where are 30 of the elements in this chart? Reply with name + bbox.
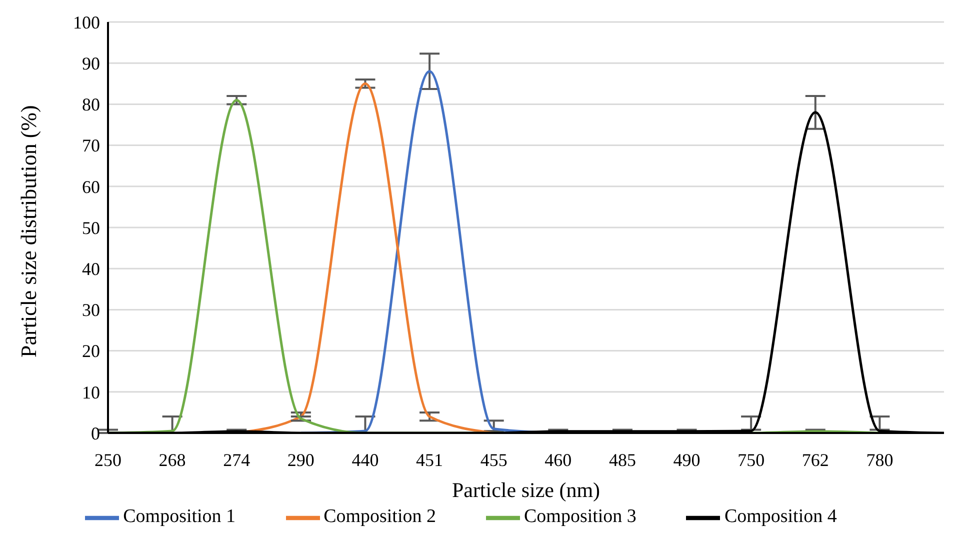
x-tick-label: 762 — [802, 450, 829, 470]
y-tick-label: 90 — [82, 53, 100, 74]
legend-label: Composition 1 — [123, 506, 236, 528]
y-tick-label: 30 — [82, 300, 100, 320]
x-tick-label: 490 — [673, 450, 700, 470]
legend-label: Composition 2 — [324, 506, 436, 528]
x-tick-label: 460 — [544, 450, 572, 470]
y-tick-label: 10 — [82, 382, 100, 402]
x-axis-title: Particle size (nm) — [452, 478, 600, 502]
y-tick-label: 0 — [91, 423, 100, 444]
x-tick-label: 485 — [608, 450, 636, 470]
y-tick-label: 20 — [82, 341, 100, 362]
y-tick-label: 80 — [82, 94, 100, 115]
y-tick-label: 70 — [82, 136, 100, 156]
x-tick-label: 455 — [480, 450, 508, 470]
x-tick-label: 750 — [738, 450, 765, 470]
y-tick-label: 100 — [73, 12, 100, 32]
legend-label: Composition 4 — [724, 506, 837, 528]
y-tick-label: 60 — [82, 176, 100, 197]
y-tick-label: 50 — [82, 218, 100, 238]
legend-label: Composition 3 — [524, 506, 636, 528]
y-tick-label: 40 — [82, 258, 100, 279]
x-tick-label: 274 — [223, 450, 250, 470]
x-tick-label: 780 — [866, 450, 894, 470]
x-tick-label: 290 — [287, 450, 314, 470]
x-tick-label: 440 — [352, 450, 379, 470]
x-tick-label: 268 — [158, 450, 186, 470]
x-tick-label: 451 — [416, 450, 444, 470]
y-axis-title: Particle size distribution (%) — [16, 105, 41, 358]
x-tick-label: 250 — [94, 450, 122, 470]
